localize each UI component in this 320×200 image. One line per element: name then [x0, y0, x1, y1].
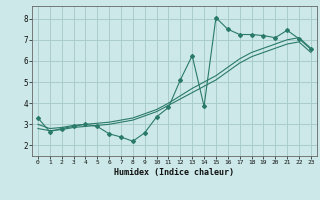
- X-axis label: Humidex (Indice chaleur): Humidex (Indice chaleur): [115, 168, 234, 177]
